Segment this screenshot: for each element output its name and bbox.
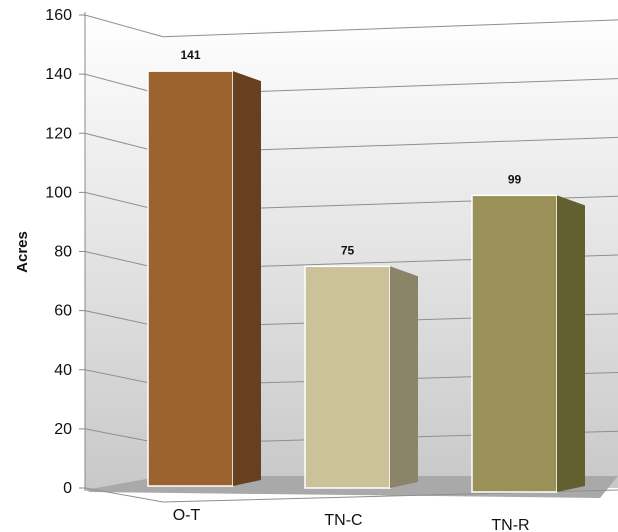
gridline [84,14,618,38]
bar-tn-r-side [557,195,585,493]
x-tick-label: O-T [173,507,201,524]
y-axis-ticks: 0 20 40 60 80 100 120 140 160 [45,7,85,497]
bar-tn-c-side [390,266,418,488]
y-tick-label: 20 [54,421,72,438]
y-axis-title: Acres [14,231,31,273]
y-tick-label: 60 [54,303,72,320]
bar-tn-r-front [471,194,558,493]
bar-tn-c-front [304,265,391,489]
bars [147,70,585,493]
x-tick-label: TN-R [491,517,529,532]
x-tick-label: TN-C [324,512,362,529]
data-label: 99 [508,172,522,186]
y-tick-label: 100 [45,184,72,201]
y-tick-label: 0 [63,480,72,497]
y-tick-label: 120 [45,125,72,142]
y-tick-label: 40 [54,362,72,379]
bar-o-t-front [147,70,234,487]
data-labels: 141 75 99 [180,48,521,257]
bar-o-t-side [233,71,261,486]
x-axis-labels: O-T TN-C TN-R [173,507,530,532]
gridline [84,487,618,503]
y-tick-label: 80 [54,244,72,261]
data-label: 75 [341,243,355,257]
data-label: 141 [180,48,200,62]
y-tick-label: 140 [45,66,72,83]
y-tick-label: 160 [45,7,72,24]
